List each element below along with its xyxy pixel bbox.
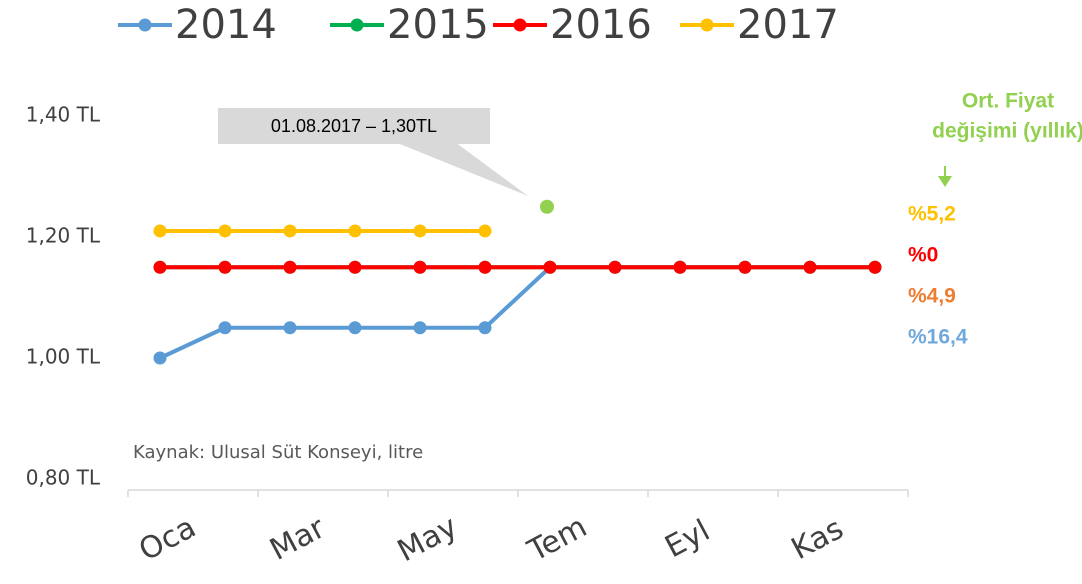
y-tick-label: 1,00 TL xyxy=(26,345,101,369)
data-point xyxy=(283,260,297,274)
side-note-item: %5,2 xyxy=(908,203,956,226)
data-point xyxy=(413,224,427,238)
data-point xyxy=(153,224,167,238)
data-point xyxy=(348,321,362,335)
arrow xyxy=(938,176,952,187)
side-note-item: %16,4 xyxy=(908,326,968,349)
data-point xyxy=(283,224,297,238)
data-point xyxy=(283,321,297,335)
y-tick-label: 1,20 TL xyxy=(26,224,101,248)
data-point xyxy=(218,321,232,335)
data-point xyxy=(738,260,752,274)
data-point xyxy=(543,260,557,274)
legend-marker xyxy=(513,18,527,32)
side-note-title: Ort. Fiyat xyxy=(962,90,1054,113)
side-note-item: %0 xyxy=(908,244,938,267)
x-tick-label: Mar xyxy=(264,510,331,568)
data-point xyxy=(868,260,882,274)
x-tick-label: Kas xyxy=(786,511,849,567)
callout-pointer xyxy=(395,142,528,196)
data-point xyxy=(153,260,167,274)
x-tick-label: Oca xyxy=(133,510,201,568)
data-point xyxy=(478,224,492,238)
legend-label: 2016 xyxy=(550,2,652,48)
series-line xyxy=(159,265,875,360)
data-point xyxy=(803,260,817,274)
side-note-item: %4,9 xyxy=(908,285,956,308)
y-tick-label: 1,40 TL xyxy=(26,103,101,127)
callout-box xyxy=(218,108,490,144)
data-point xyxy=(478,260,492,274)
legend-marker xyxy=(350,18,364,32)
legend-label: 2017 xyxy=(737,2,839,48)
data-point xyxy=(218,224,232,238)
data-point xyxy=(218,260,232,274)
data-point xyxy=(478,321,492,335)
data-point xyxy=(673,260,687,274)
data-point xyxy=(413,321,427,335)
x-tick-label: Eyl xyxy=(659,513,715,565)
data-point xyxy=(348,260,362,274)
data-point xyxy=(153,351,167,365)
legend-label: 2015 xyxy=(387,2,489,48)
data-point xyxy=(348,224,362,238)
data-point xyxy=(413,260,427,274)
highlight-point xyxy=(540,199,554,214)
source: Kaynak: Ulusal Süt Konseyi, litre xyxy=(133,442,423,463)
legend-marker xyxy=(138,18,152,32)
annotation: 01.08.2017 – 1,30TL xyxy=(271,116,437,136)
x-tick-label: Tem xyxy=(522,509,593,569)
x-tick-label: May xyxy=(392,509,463,569)
side-note-title: değişimi (yıllık) xyxy=(932,120,1082,143)
y-tick-label: 0,80 TL xyxy=(26,466,101,490)
data-point xyxy=(608,260,622,274)
legend-marker xyxy=(700,18,714,32)
legend-label: 2014 xyxy=(175,2,277,48)
